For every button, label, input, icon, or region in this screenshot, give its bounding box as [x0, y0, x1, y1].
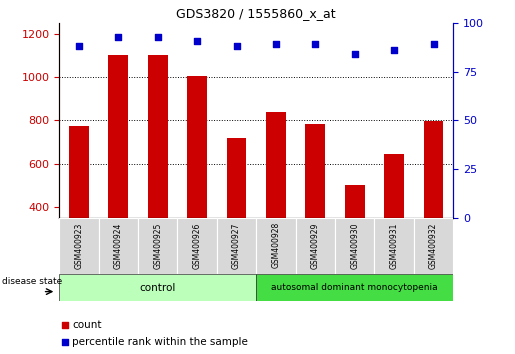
Point	[232, 44, 241, 49]
Bar	[424, 121, 443, 218]
Bar	[266, 112, 286, 218]
Bar	[109, 56, 128, 218]
Bar	[59, 274, 256, 301]
Text: GSM400927: GSM400927	[232, 222, 241, 269]
Text: GSM400931: GSM400931	[390, 222, 399, 269]
Bar	[148, 56, 167, 218]
Text: count: count	[72, 320, 102, 330]
Text: disease state: disease state	[3, 277, 63, 286]
Point	[193, 38, 201, 44]
Text: GSM400926: GSM400926	[193, 222, 201, 269]
Text: GSM400932: GSM400932	[429, 222, 438, 269]
Point	[351, 51, 359, 57]
Text: autosomal dominant monocytopenia: autosomal dominant monocytopenia	[271, 283, 438, 292]
Bar	[138, 218, 177, 274]
Point	[61, 340, 69, 346]
Title: GDS3820 / 1555860_x_at: GDS3820 / 1555860_x_at	[177, 7, 336, 21]
Text: control: control	[140, 282, 176, 293]
Point	[272, 42, 280, 47]
Point	[430, 42, 438, 47]
Bar	[59, 218, 99, 274]
Bar	[187, 76, 207, 218]
Bar	[414, 218, 453, 274]
Bar	[256, 218, 296, 274]
Text: GSM400928: GSM400928	[271, 222, 280, 268]
Bar	[296, 218, 335, 274]
Bar	[99, 218, 138, 274]
Bar	[69, 126, 89, 218]
Bar	[256, 274, 453, 301]
Text: percentile rank within the sample: percentile rank within the sample	[72, 337, 248, 348]
Point	[311, 42, 319, 47]
Text: GSM400930: GSM400930	[350, 222, 359, 269]
Bar	[384, 154, 404, 218]
Text: GSM400929: GSM400929	[311, 222, 320, 269]
Bar	[374, 218, 414, 274]
Bar	[227, 138, 246, 218]
Point	[75, 44, 83, 49]
Point	[114, 34, 123, 40]
Bar	[177, 218, 217, 274]
Bar	[217, 218, 256, 274]
Point	[61, 322, 69, 328]
Text: GSM400923: GSM400923	[75, 222, 83, 269]
Text: GSM400925: GSM400925	[153, 222, 162, 269]
Point	[390, 47, 398, 53]
Bar	[305, 124, 325, 218]
Point	[153, 34, 162, 40]
Bar	[335, 218, 374, 274]
Text: GSM400924: GSM400924	[114, 222, 123, 269]
Bar	[345, 185, 365, 218]
